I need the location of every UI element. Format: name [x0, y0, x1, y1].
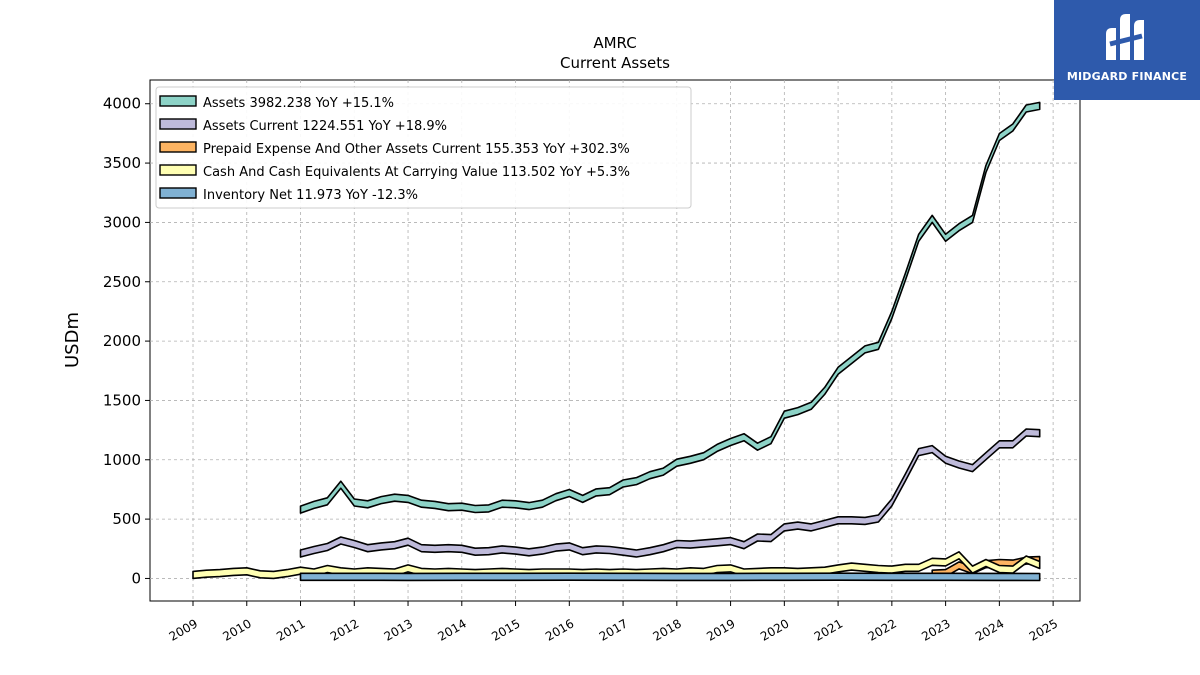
y-tick-label: 3500 — [103, 154, 141, 172]
y-tick-label: 1000 — [103, 451, 141, 469]
legend-box — [155, 86, 692, 209]
series-assets — [299, 101, 1041, 514]
x-tick-label: 2013 — [382, 616, 415, 643]
legend-swatch — [159, 187, 197, 199]
legend: Assets 3982.238 YoY +15.1% Assets Current… — [155, 86, 692, 209]
series-layer — [192, 101, 1041, 582]
x-tick-label: 2024 — [973, 616, 1006, 643]
y-tick-label: 3000 — [103, 213, 141, 231]
y-tick-label: 2000 — [103, 332, 141, 350]
x-tick-label: 2017 — [597, 616, 630, 643]
legend-label: Inventory Net 11.973 YoY -12.3% — [203, 188, 418, 203]
x-tick-label: 2021 — [812, 616, 845, 643]
y-tick-label: 1500 — [103, 391, 141, 409]
brand-name: MIDGARD FINANCE — [1066, 70, 1188, 83]
y-tick-label: 500 — [112, 510, 141, 528]
brand-mark-icon — [1106, 14, 1144, 60]
x-tick-label: 2011 — [274, 616, 307, 643]
x-tick-label: 2018 — [650, 616, 683, 643]
y-tick-label: 2500 — [103, 273, 141, 291]
y-axis-label: USDm — [62, 312, 83, 368]
legend-swatch — [159, 141, 197, 153]
legend-swatch — [159, 164, 197, 176]
legend-swatch — [159, 95, 197, 107]
legend-label: Cash And Cash Equivalents At Carrying Va… — [203, 165, 630, 180]
legend-label: Prepaid Expense And Other Assets Current… — [203, 142, 630, 157]
series-inventory-net — [299, 572, 1041, 582]
x-tick-label: 2019 — [704, 616, 737, 643]
legend-label: Assets Current 1224.551 YoY +18.9% — [203, 119, 447, 134]
series-assets-current — [299, 428, 1041, 558]
chart-title: AMRC — [593, 34, 636, 52]
y-tick-label: 0 — [131, 569, 141, 587]
x-tick-label: 2009 — [167, 616, 200, 643]
x-tick-label: 2014 — [435, 616, 468, 643]
chart-subtitle: Current Assets — [560, 54, 670, 72]
brand-logo: MIDGARD FINANCE — [1054, 0, 1200, 100]
legend-swatch — [159, 118, 197, 130]
y-tick-label: 4000 — [103, 95, 141, 113]
x-tick-label: 2015 — [489, 616, 522, 643]
x-tick-label: 2025 — [1027, 616, 1060, 643]
x-tick-label: 2010 — [220, 616, 253, 643]
x-tick-label: 2023 — [919, 616, 952, 643]
x-tick-label: 2016 — [543, 616, 576, 643]
x-tick-label: 2022 — [866, 616, 899, 643]
x-tick-label: 2012 — [328, 616, 361, 643]
legend-label: Assets 3982.238 YoY +15.1% — [203, 96, 394, 111]
x-tick-label: 2020 — [758, 616, 791, 643]
